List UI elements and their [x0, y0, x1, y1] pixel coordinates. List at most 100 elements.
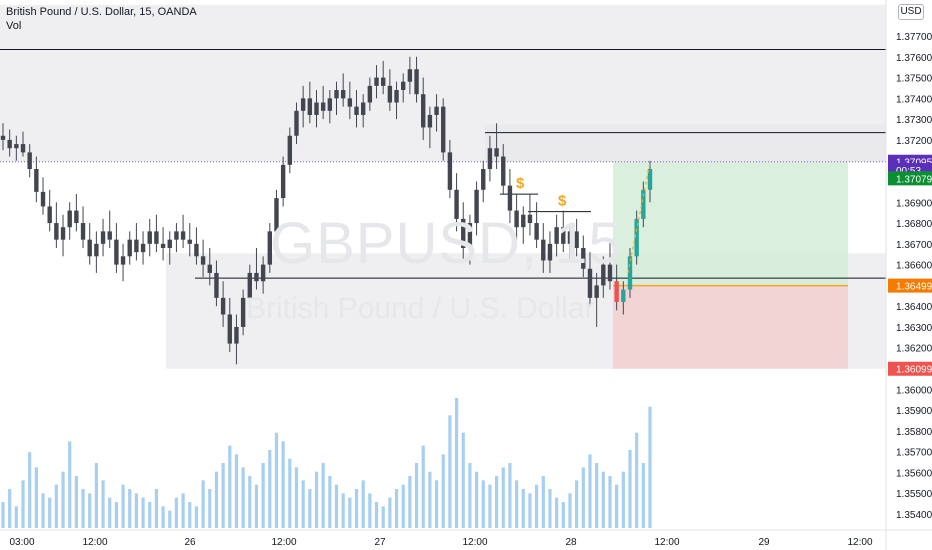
- volume-bar: [141, 497, 145, 528]
- candle-body: [167, 239, 172, 248]
- projection-line: [627, 162, 651, 274]
- candle-body: [627, 256, 633, 290]
- y-tick-label: 1.37200: [896, 136, 932, 147]
- volume-bar: [101, 480, 105, 528]
- volume-bar: [261, 463, 265, 528]
- volume-bar: [548, 489, 552, 528]
- candle-body: [354, 106, 359, 115]
- x-tick-label: 26: [184, 537, 196, 548]
- candle-body: [447, 152, 453, 190]
- volume-bar: [394, 489, 399, 528]
- volume-bar: [368, 493, 372, 528]
- dollar-marker[interactable]: $: [558, 192, 567, 209]
- volume-bar: [114, 502, 118, 528]
- candle-body: [0, 135, 6, 140]
- x-tick-label: 12:00: [271, 537, 296, 548]
- candle-body: [307, 98, 313, 115]
- candle-body: [107, 231, 112, 240]
- volume-bar: [541, 476, 545, 528]
- candle-body: [607, 264, 613, 282]
- volume-bar: [428, 471, 432, 528]
- x-tick-label: 29: [758, 537, 770, 548]
- volume-bar: [234, 454, 239, 528]
- volume-bar: [481, 480, 485, 528]
- volume-bar: [454, 398, 459, 528]
- y-tick-label: 1.36800: [896, 219, 932, 230]
- volume-bar: [615, 484, 619, 528]
- volume-bar: [288, 458, 292, 528]
- volume-bar: [228, 445, 232, 528]
- candle-body: [454, 189, 459, 219]
- volume-bar: [241, 467, 245, 528]
- y-tick-label: 1.35900: [896, 406, 932, 417]
- volume-bar: [214, 471, 219, 528]
- candle-body: [614, 281, 619, 303]
- volume-bar: [21, 480, 25, 528]
- y-tick-label: 1.35700: [896, 448, 932, 459]
- x-tick-label: 12:00: [462, 537, 487, 548]
- volume-bar: [528, 493, 532, 528]
- candle-body: [94, 243, 99, 257]
- candle-body: [514, 210, 519, 228]
- candle-body: [534, 223, 539, 240]
- volume-bar: [328, 476, 332, 528]
- candle-body: [427, 114, 433, 128]
- volume-bar: [174, 497, 179, 528]
- volume-bar: [521, 489, 525, 528]
- candle-body: [461, 218, 466, 248]
- candle-body: [414, 69, 419, 95]
- candle-body: [194, 243, 199, 257]
- x-tick-label: 27: [374, 537, 386, 548]
- volume-bar: [28, 452, 32, 528]
- zone-rect-1[interactable]: [485, 124, 886, 162]
- symbol-title[interactable]: British Pound / U.S. Dollar, 15, OANDA: [6, 6, 197, 18]
- currency-button[interactable]: USD: [898, 4, 924, 20]
- volume-bar: [88, 493, 92, 528]
- candle-body: [434, 106, 439, 115]
- candle-body: [387, 85, 393, 103]
- volume-bar: [354, 489, 359, 528]
- volume-bar: [348, 497, 352, 528]
- candle-body: [87, 239, 92, 257]
- y-tick-label: 1.37600: [896, 53, 932, 64]
- volume-bar: [134, 493, 139, 528]
- candle-body: [641, 189, 646, 219]
- candle-body: [421, 94, 426, 128]
- volume-legend[interactable]: Vol: [6, 20, 22, 32]
- volume-bar: [441, 454, 445, 528]
- volume-bar: [268, 450, 272, 528]
- volume-bar: [468, 463, 472, 528]
- volume-bar: [208, 489, 212, 528]
- volume-bar: [128, 489, 132, 528]
- volume-bar: [381, 506, 385, 528]
- volume-bar: [388, 497, 392, 528]
- volume-bar: [361, 480, 365, 528]
- candle-body: [574, 231, 579, 248]
- candle-body: [340, 90, 346, 99]
- volume-bar: [94, 463, 98, 528]
- volume-bar: [608, 476, 612, 528]
- candle-body: [367, 85, 373, 103]
- candle-body: [7, 139, 12, 149]
- candle-body: [407, 69, 413, 82]
- candle-body: [621, 289, 626, 303]
- volume-bar: [181, 493, 185, 528]
- y-tick-label: 1.36300: [896, 323, 932, 334]
- x-tick-label: 12:00: [82, 537, 107, 548]
- candle-body: [187, 239, 192, 244]
- candle-body: [220, 297, 226, 315]
- candle-body: [561, 227, 566, 244]
- y-tick-label: 1.35800: [896, 427, 932, 438]
- candle-body: [120, 256, 126, 265]
- loss-zone[interactable]: [613, 285, 848, 369]
- candle-body: [154, 231, 159, 244]
- candle-body: [487, 148, 493, 170]
- y-tick-label: 1.36600: [896, 261, 932, 272]
- volume-bar: [188, 502, 192, 528]
- dollar-marker[interactable]: $: [516, 175, 525, 192]
- y-tick-label: 1.35500: [896, 489, 932, 500]
- candle-body: [134, 239, 139, 253]
- candle-body: [160, 243, 166, 248]
